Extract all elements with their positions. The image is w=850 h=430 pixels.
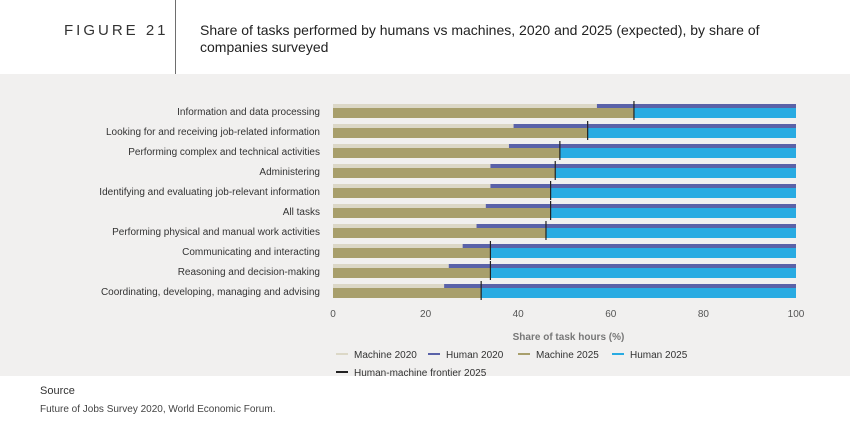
bar-machine-2025 — [333, 288, 482, 298]
bar-human-2025 — [481, 288, 796, 298]
legend-label: Human-machine frontier 2025 — [354, 368, 487, 376]
bar-machine-2020 — [333, 184, 491, 188]
header-divider — [175, 0, 176, 74]
category-label: Coordinating, developing, managing and a… — [101, 287, 320, 298]
figure-header: FIGURE 21 Share of tasks performed by hu… — [0, 0, 850, 74]
bar-human-2025 — [490, 268, 796, 278]
legend-label: Human 2020 — [446, 350, 504, 361]
category-label: Looking for and receiving job-related in… — [106, 127, 320, 138]
bar-machine-2020 — [333, 284, 445, 288]
bar-machine-2020 — [333, 124, 514, 128]
figure-label: FIGURE 21 — [64, 22, 169, 39]
bar-machine-2025 — [333, 208, 551, 218]
source-label: Source — [40, 385, 75, 397]
bar-human-2025 — [550, 188, 796, 198]
category-label: Performing physical and manual work acti… — [112, 227, 320, 238]
bar-machine-2020 — [333, 104, 597, 108]
bar-human-2025 — [559, 148, 796, 158]
legend-label: Machine 2020 — [354, 350, 417, 361]
bar-human-2020 — [490, 184, 796, 188]
category-label: Performing complex and technical activit… — [128, 147, 320, 158]
bar-human-2025 — [633, 108, 796, 118]
x-tick-label: 80 — [698, 309, 710, 320]
bar-machine-2020 — [333, 224, 477, 228]
legend-label: Human 2025 — [630, 350, 688, 361]
bar-machine-2025 — [333, 248, 491, 258]
chart-title: Share of tasks performed by humans vs ma… — [200, 22, 760, 55]
bar-human-2020 — [490, 164, 796, 168]
category-label: Identifying and evaluating job-relevant … — [99, 187, 320, 198]
bar-machine-2025 — [333, 108, 634, 118]
bar-machine-2025 — [333, 168, 556, 178]
x-tick-label: 100 — [788, 309, 805, 320]
bar-human-2025 — [587, 128, 796, 138]
bar-human-2020 — [462, 244, 796, 248]
bar-machine-2020 — [333, 164, 491, 168]
bar-human-2025 — [550, 208, 796, 218]
bar-human-2020 — [508, 144, 796, 148]
x-tick-label: 20 — [420, 309, 432, 320]
x-tick-label: 60 — [605, 309, 617, 320]
category-label: Administering — [259, 167, 320, 178]
bar-machine-2020 — [333, 144, 509, 148]
bar-machine-2025 — [333, 268, 491, 278]
bar-human-2020 — [476, 224, 796, 228]
bar-chart: Information and data processing Looking f… — [99, 101, 805, 376]
bar-human-2020 — [448, 264, 796, 268]
category-label: Communicating and interacting — [182, 247, 320, 258]
source-text: Future of Jobs Survey 2020, World Econom… — [40, 404, 276, 415]
bar-machine-2020 — [333, 244, 463, 248]
x-tick-label: 40 — [513, 309, 525, 320]
bar-machine-2025 — [333, 148, 560, 158]
bar-machine-2025 — [333, 228, 546, 238]
x-tick-label: 0 — [330, 309, 336, 320]
bar-human-2020 — [596, 104, 796, 108]
bar-human-2020 — [444, 284, 796, 288]
bar-human-2020 — [513, 124, 796, 128]
bar-machine-2020 — [333, 204, 486, 208]
bar-machine-2025 — [333, 188, 551, 198]
category-label: All tasks — [283, 207, 320, 218]
bar-human-2025 — [545, 228, 796, 238]
category-label: Reasoning and decision-making — [178, 267, 320, 278]
bar-human-2025 — [555, 168, 796, 178]
legend-label: Machine 2025 — [536, 350, 599, 361]
x-axis-title: Share of task hours (%) — [513, 332, 625, 343]
bar-human-2025 — [490, 248, 796, 258]
category-label: Information and data processing — [177, 107, 320, 118]
bar-machine-2020 — [333, 264, 449, 268]
bar-machine-2025 — [333, 128, 588, 138]
bar-human-2020 — [485, 204, 796, 208]
